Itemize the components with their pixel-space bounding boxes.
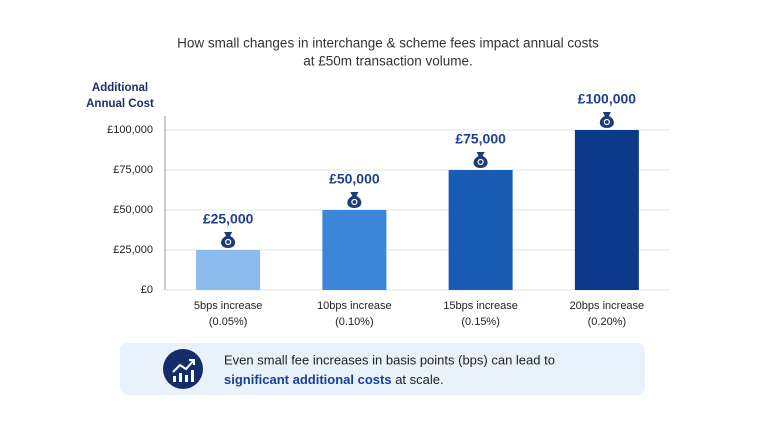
callout-text: Even small fee increases in basis points… bbox=[224, 352, 555, 367]
bar bbox=[196, 250, 261, 290]
x-tick-label: (0.05%) bbox=[209, 316, 248, 328]
chart-title: at £50m transaction volume. bbox=[303, 54, 473, 69]
data-label: £100,000 bbox=[578, 91, 637, 107]
x-tick-label: 5bps increase bbox=[194, 300, 263, 312]
y-axis-label: Annual Cost bbox=[86, 98, 154, 110]
x-tick-label: (0.20%) bbox=[588, 316, 627, 328]
callout-box bbox=[120, 343, 645, 395]
callout-icon bbox=[163, 349, 203, 389]
data-label: £50,000 bbox=[329, 171, 380, 187]
y-axis-label: Additional bbox=[92, 82, 148, 94]
x-tick-label: 10bps increase bbox=[317, 300, 392, 312]
callout-icon-bars bbox=[173, 370, 194, 382]
callout-text-rest: at scale. bbox=[392, 372, 444, 387]
data-label: £75,000 bbox=[455, 131, 506, 147]
chart-title: How small changes in interchange & schem… bbox=[177, 36, 599, 51]
y-tick-label: £0 bbox=[141, 284, 153, 296]
x-tick-label: 20bps increase bbox=[570, 300, 645, 312]
x-tick-label: (0.10%) bbox=[335, 316, 374, 328]
data-label: £25,000 bbox=[203, 211, 254, 227]
money-bag-coin bbox=[351, 198, 358, 206]
y-tick-label: £100,000 bbox=[107, 124, 153, 136]
x-tick-label: (0.15%) bbox=[461, 316, 500, 328]
y-tick-label: £50,000 bbox=[113, 204, 153, 216]
callout-icon-graph bbox=[172, 359, 195, 373]
x-tick-label: 15bps increase bbox=[443, 300, 518, 312]
y-tick-label: £25,000 bbox=[113, 244, 153, 256]
money-bag-coin bbox=[225, 238, 232, 246]
money-bag-coin bbox=[477, 158, 484, 166]
money-bag-coin bbox=[603, 118, 610, 126]
bar bbox=[574, 130, 639, 290]
callout-emphasis: significant additional costs bbox=[224, 372, 392, 387]
bar bbox=[448, 170, 513, 290]
bar bbox=[322, 210, 387, 290]
y-tick-label: £75,000 bbox=[113, 164, 153, 176]
callout-text: significant additional costs at scale. bbox=[224, 372, 444, 387]
